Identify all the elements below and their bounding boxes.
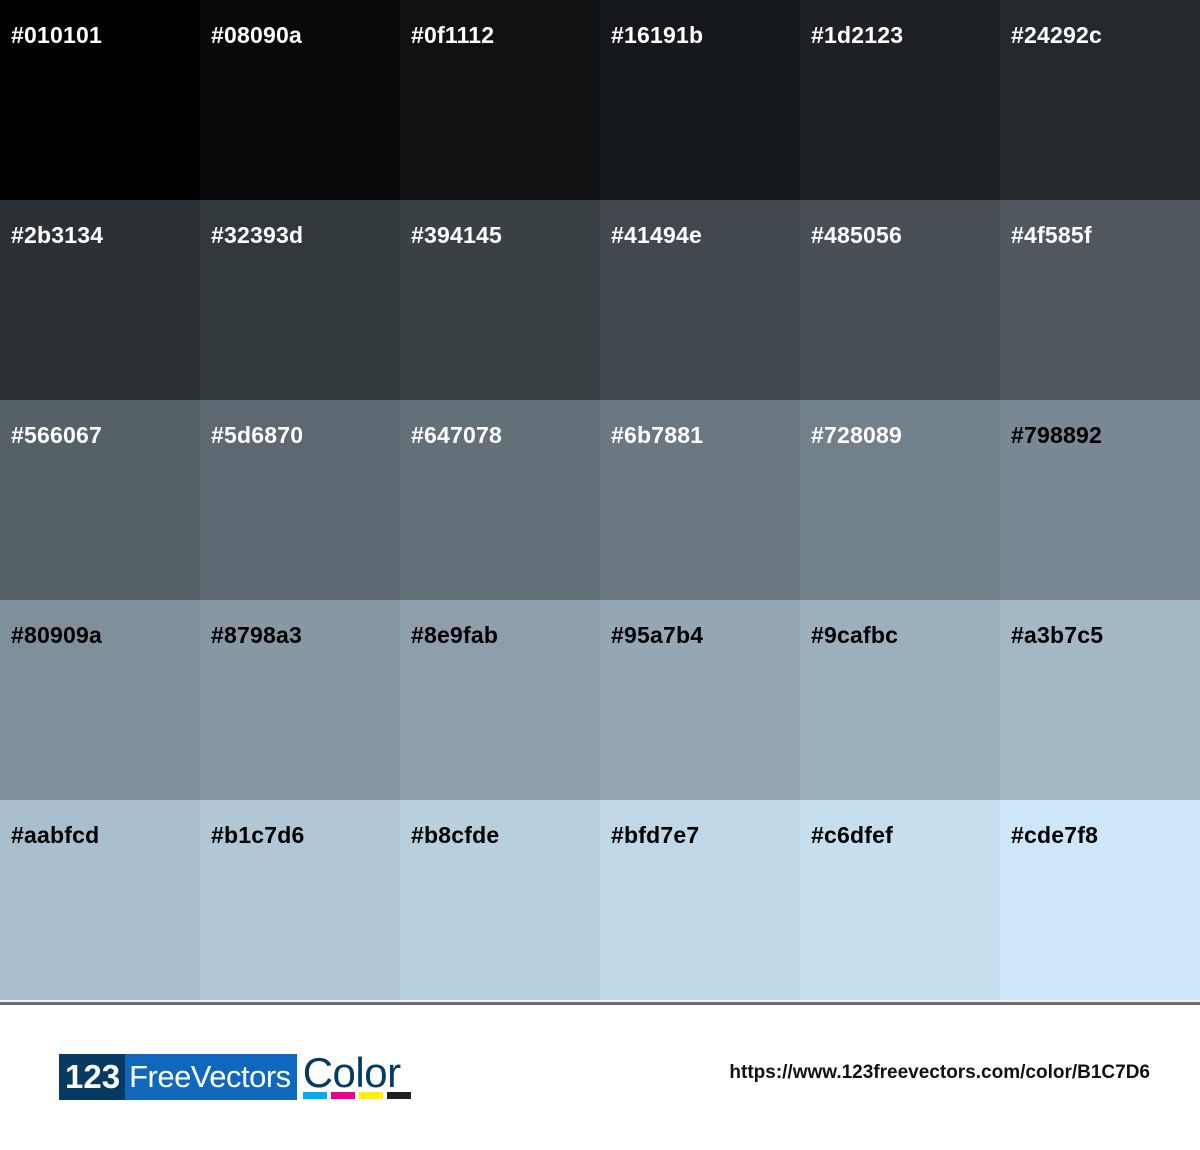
swatch-hex-label: #1d2123 <box>811 22 904 48</box>
color-swatch: #16191b <box>600 0 800 200</box>
swatch-hex-label: #c6dfef <box>811 822 893 848</box>
swatch-hex-label: #010101 <box>11 22 102 48</box>
color-swatch: #b8cfde <box>400 800 600 1000</box>
swatch-hex-label: #16191b <box>611 22 704 48</box>
color-swatch: #41494e <box>600 200 800 400</box>
divider-dark <box>0 1002 1200 1005</box>
swatch-hex-label: #728089 <box>811 422 902 448</box>
swatch-hex-label: #798892 <box>1011 422 1102 448</box>
color-swatch: #728089 <box>800 400 1000 600</box>
color-swatch: #394145 <box>400 200 600 400</box>
page-url: https://www.123freevectors.com/color/B1C… <box>729 1062 1150 1083</box>
color-swatch: #647078 <box>400 400 600 600</box>
swatch-hex-label: #41494e <box>611 222 702 248</box>
divider-light <box>0 1000 1200 1002</box>
swatch-hex-label: #8e9fab <box>411 622 499 648</box>
logo-color-text: Color <box>302 1049 401 1096</box>
color-swatch: #a3b7c5 <box>1000 600 1200 800</box>
swatch-hex-label: #95a7b4 <box>611 622 704 648</box>
swatch-hex-label: #08090a <box>211 22 302 48</box>
color-swatch: #6b7881 <box>600 400 800 600</box>
color-swatch: #80909a <box>0 600 200 800</box>
swatch-hex-label: #394145 <box>411 222 502 248</box>
color-swatch: #95a7b4 <box>600 600 800 800</box>
swatch-hex-label: #a3b7c5 <box>1011 622 1104 648</box>
swatch-hex-label: #0f1112 <box>411 22 495 48</box>
color-swatch: #b1c7d6 <box>200 800 400 1000</box>
swatch-hex-label: #8798a3 <box>211 622 302 648</box>
color-swatch: #32393d <box>200 200 400 400</box>
cmyk-bar <box>302 1092 327 1099</box>
swatch-hex-label: #32393d <box>211 222 304 248</box>
brand-logo[interactable]: 123 FreeVectors Color <box>59 1049 411 1100</box>
logo-color: Color <box>302 1049 411 1100</box>
swatch-hex-label: #aabfcd <box>11 822 100 848</box>
swatch-hex-label: #b8cfde <box>411 822 500 848</box>
swatch-hex-label: #bfd7e7 <box>611 822 700 848</box>
color-swatch: #aabfcd <box>0 800 200 1000</box>
swatch-hex-label: #b1c7d6 <box>211 822 305 848</box>
cmyk-bars <box>302 1092 411 1099</box>
swatch-hex-label: #9cafbc <box>811 622 899 648</box>
cmyk-bar <box>358 1092 383 1099</box>
color-swatch: #9cafbc <box>800 600 1000 800</box>
logo-freevectors: FreeVectors <box>125 1054 297 1100</box>
color-swatch: #010101 <box>0 0 200 200</box>
color-swatch: #2b3134 <box>0 200 200 400</box>
color-swatch: #cde7f8 <box>1000 800 1200 1000</box>
swatch-hex-label: #cde7f8 <box>1011 822 1099 848</box>
color-swatch-grid: #010101 #08090a #0f1112 #16191b #1d2123 #2429… <box>0 0 1200 1000</box>
cmyk-bar <box>386 1092 411 1099</box>
color-swatch: #8798a3 <box>200 600 400 800</box>
swatch-hex-label: #2b3134 <box>11 222 104 248</box>
color-swatch: #bfd7e7 <box>600 800 800 1000</box>
color-swatch: #08090a <box>200 0 400 200</box>
color-swatch: #c6dfef <box>800 800 1000 1000</box>
swatch-hex-label: #80909a <box>11 622 102 648</box>
color-swatch: #4f585f <box>1000 200 1200 400</box>
color-swatch: #24292c <box>1000 0 1200 200</box>
swatch-hex-label: #4f585f <box>1011 222 1092 248</box>
color-swatch: #8e9fab <box>400 600 600 800</box>
cmyk-bar <box>330 1092 355 1099</box>
swatch-hex-label: #647078 <box>411 422 502 448</box>
logo-123: 123 <box>59 1054 126 1100</box>
swatch-hex-label: #5d6870 <box>211 422 304 448</box>
color-swatch: #1d2123 <box>800 0 1000 200</box>
swatch-hex-label: #485056 <box>811 222 902 248</box>
color-swatch: #5d6870 <box>200 400 400 600</box>
color-swatch: #566067 <box>0 400 200 600</box>
color-swatch: #485056 <box>800 200 1000 400</box>
color-swatch: #798892 <box>1000 400 1200 600</box>
swatch-hex-label: #6b7881 <box>611 422 704 448</box>
swatch-hex-label: #566067 <box>11 422 102 448</box>
swatch-hex-label: #24292c <box>1011 22 1102 48</box>
color-swatch: #0f1112 <box>400 0 600 200</box>
